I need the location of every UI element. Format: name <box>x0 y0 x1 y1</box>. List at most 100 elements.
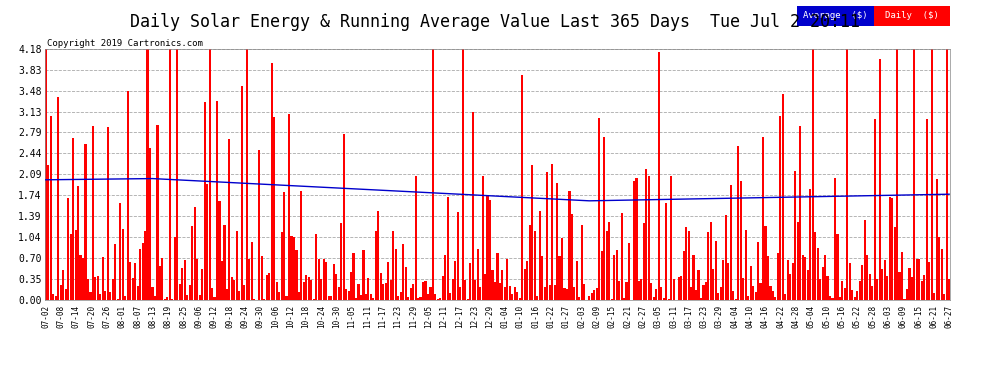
Bar <box>407 297 409 300</box>
Bar <box>328 297 330 300</box>
Bar <box>733 291 735 300</box>
Bar <box>553 285 555 300</box>
Bar <box>476 249 479 300</box>
Bar <box>392 231 394 300</box>
Bar <box>234 280 236 300</box>
Bar <box>293 237 295 300</box>
Bar <box>112 279 114 300</box>
Bar <box>224 225 226 300</box>
Bar <box>142 243 144 300</box>
Bar <box>794 171 796 300</box>
Bar <box>829 296 831 300</box>
Bar <box>881 269 883 300</box>
Bar <box>372 298 374 300</box>
Bar <box>690 287 692 300</box>
Bar <box>335 274 338 300</box>
Bar <box>246 49 248 300</box>
Bar <box>516 292 519 300</box>
Bar <box>598 118 600 300</box>
Bar <box>779 116 781 300</box>
Bar <box>680 276 682 300</box>
Bar <box>730 185 732 300</box>
Bar <box>109 292 111 300</box>
Bar <box>139 249 142 300</box>
Bar <box>710 222 712 300</box>
Bar <box>672 279 675 300</box>
Bar <box>382 284 384 300</box>
Bar <box>156 126 158 300</box>
Bar <box>268 273 270 300</box>
Bar <box>909 268 911 300</box>
Bar <box>687 231 690 300</box>
Bar <box>809 189 811 300</box>
Bar <box>357 284 359 300</box>
Bar <box>67 198 69 300</box>
Bar <box>665 203 667 300</box>
Bar <box>385 283 387 300</box>
Bar <box>107 127 109 300</box>
Bar <box>752 286 754 300</box>
Bar <box>703 285 705 300</box>
Bar <box>894 227 896 300</box>
Bar <box>837 234 839 300</box>
Bar <box>568 191 570 300</box>
Bar <box>355 298 357 300</box>
Bar <box>858 281 861 300</box>
Bar <box>48 165 50 300</box>
Bar <box>874 6 950 26</box>
Bar <box>333 264 335 300</box>
Bar <box>69 234 71 300</box>
Bar <box>265 275 267 300</box>
Bar <box>417 298 419 300</box>
Bar <box>437 299 439 300</box>
Bar <box>827 276 829 300</box>
Bar <box>939 237 940 300</box>
Bar <box>211 288 213 300</box>
Bar <box>628 243 630 300</box>
Bar <box>871 286 873 300</box>
Bar <box>899 272 901 300</box>
Bar <box>176 49 178 300</box>
Bar <box>832 298 834 300</box>
Bar <box>524 269 526 300</box>
Bar <box>588 296 590 300</box>
Bar <box>456 212 458 300</box>
Bar <box>219 201 221 300</box>
Bar <box>921 281 923 300</box>
Bar <box>62 270 64 300</box>
Bar <box>616 250 618 300</box>
Bar <box>738 147 740 300</box>
Bar <box>591 293 593 300</box>
Bar <box>834 178 836 300</box>
Bar <box>236 231 238 300</box>
Bar <box>613 255 615 300</box>
Bar <box>464 280 466 300</box>
Bar <box>72 138 74 300</box>
Bar <box>757 242 759 300</box>
Bar <box>59 285 61 300</box>
Bar <box>662 298 665 300</box>
Bar <box>191 226 193 300</box>
Bar <box>583 284 585 300</box>
Bar <box>270 63 272 300</box>
Bar <box>50 116 51 300</box>
Bar <box>551 164 553 300</box>
Bar <box>799 126 801 300</box>
Bar <box>250 242 252 300</box>
Bar <box>231 276 233 300</box>
Bar <box>670 176 672 300</box>
Bar <box>558 256 560 300</box>
Bar <box>216 101 218 300</box>
Bar <box>129 262 132 300</box>
Bar <box>362 251 364 300</box>
Bar <box>494 282 496 300</box>
Bar <box>742 278 744 300</box>
Bar <box>618 281 620 300</box>
Bar <box>432 49 434 300</box>
Bar <box>650 283 652 300</box>
Bar <box>527 261 529 300</box>
Bar <box>839 297 842 300</box>
Bar <box>514 287 516 300</box>
Bar <box>395 249 397 300</box>
Bar <box>77 186 79 300</box>
